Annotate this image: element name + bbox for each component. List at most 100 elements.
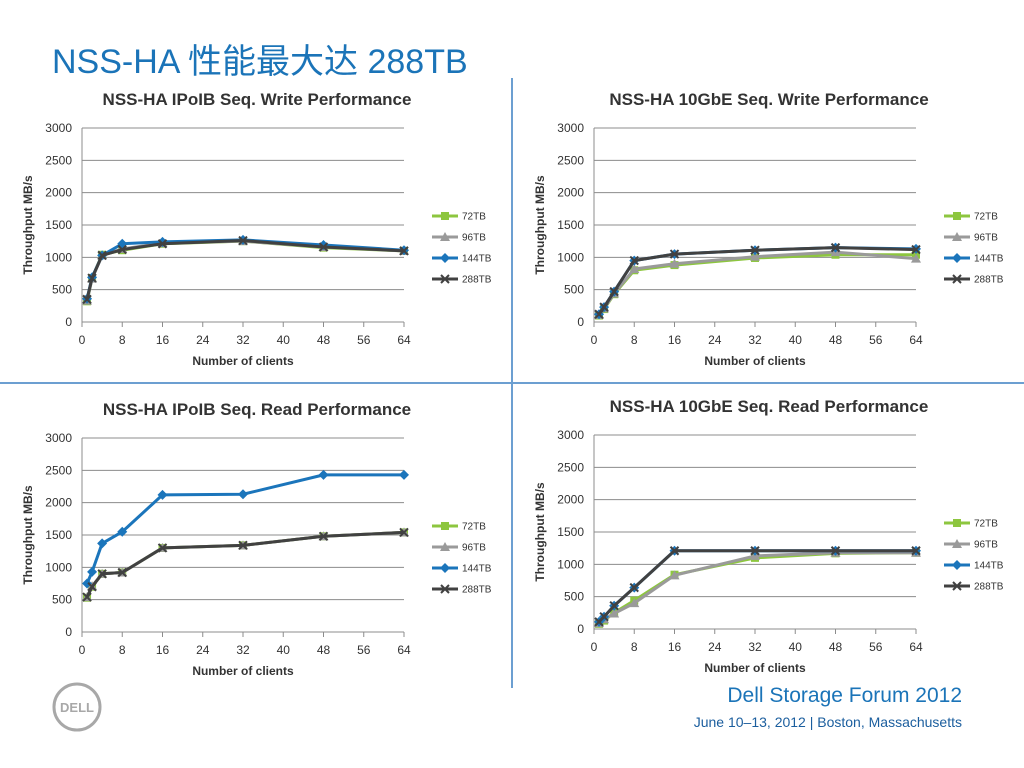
x-tick-label: 8 <box>631 640 638 654</box>
data-point <box>629 582 639 593</box>
series-144TB <box>82 469 409 589</box>
x-axis-label: Number of clients <box>704 354 806 368</box>
legend-marker <box>441 212 449 220</box>
legend-label: 72TB <box>462 522 486 533</box>
data-point <box>750 245 760 255</box>
x-tick-label: 8 <box>119 643 126 657</box>
y-tick-label: 2000 <box>45 186 72 200</box>
legend-label: 72TB <box>462 212 486 223</box>
legend-marker <box>440 253 450 263</box>
legend-item: 288TB <box>944 581 1004 593</box>
legend-marker <box>953 212 961 220</box>
x-tick-label: 32 <box>748 333 762 347</box>
x-tick-label: 24 <box>196 333 210 347</box>
y-tick-label: 0 <box>577 622 584 636</box>
legend-item: 72TB <box>944 519 998 530</box>
y-axis-label: Throughput MB/s <box>533 175 547 275</box>
data-point <box>87 273 97 283</box>
data-point <box>97 250 107 261</box>
data-point <box>97 569 107 579</box>
legend-label: 96TB <box>462 543 486 554</box>
data-point <box>911 244 921 255</box>
data-point <box>629 598 640 608</box>
data-point <box>87 566 98 577</box>
legend-item: 144TB <box>432 563 492 575</box>
chart-title: NSS-HA 10GbE Seq. Write Performance <box>609 90 928 109</box>
data-point <box>911 253 921 263</box>
legend-marker <box>440 584 450 594</box>
x-tick-label: 64 <box>909 640 923 654</box>
y-axis-label: Throughput MB/s <box>533 482 547 582</box>
legend-marker <box>952 560 962 570</box>
series-line <box>597 253 916 317</box>
x-tick-label: 0 <box>79 643 86 657</box>
data-point <box>238 489 248 500</box>
y-tick-label: 1000 <box>557 250 584 264</box>
dell-logo: DELL <box>52 682 102 737</box>
x-tick-label: 16 <box>668 640 682 654</box>
legend-marker <box>952 581 962 591</box>
legend-item: 96TB <box>944 539 998 551</box>
legend-label: 288TB <box>974 582 1004 593</box>
legend-item: 288TB <box>432 274 492 286</box>
data-point <box>117 244 127 255</box>
legend-item: 96TB <box>432 542 486 554</box>
y-tick-label: 3000 <box>45 121 72 135</box>
y-tick-label: 0 <box>65 625 72 639</box>
legend-marker <box>440 274 450 284</box>
y-tick-label: 3000 <box>45 431 72 445</box>
y-axis-label: Throughput MB/s <box>21 485 35 585</box>
series-72TB <box>595 250 920 320</box>
x-tick-label: 64 <box>397 643 411 657</box>
data-point <box>669 258 680 268</box>
x-tick-label: 64 <box>909 333 923 347</box>
chart-svg: NSS-HA IPoIB Seq. Read Performance 0 500 10… <box>21 400 492 678</box>
chart-panel-10gbe-read: NSS-HA 10GbE Seq. Read Performance 0 500 10… <box>512 387 1022 687</box>
chart-svg: NSS-HA 10GbE Seq. Write Performance 0 500 1… <box>533 90 1004 368</box>
chart-title: NSS-HA 10GbE Seq. Read Performance <box>610 397 929 416</box>
legend-label: 144TB <box>462 564 492 575</box>
data-point <box>911 546 921 556</box>
y-tick-label: 1000 <box>45 250 72 264</box>
legend-label: 96TB <box>462 233 486 244</box>
legend-label: 96TB <box>974 233 998 244</box>
legend-marker <box>440 542 450 551</box>
y-tick-label: 2500 <box>557 153 584 167</box>
data-point <box>669 546 680 556</box>
data-point <box>157 489 168 500</box>
y-tick-label: 1000 <box>45 560 72 574</box>
data-point <box>117 567 127 578</box>
y-tick-label: 1500 <box>45 218 72 232</box>
x-tick-label: 16 <box>668 333 682 347</box>
x-tick-label: 0 <box>591 333 598 347</box>
legend-label: 144TB <box>462 254 492 265</box>
legend-label: 72TB <box>974 212 998 223</box>
data-point <box>82 294 92 305</box>
data-point <box>669 249 680 259</box>
series-288TB <box>82 235 409 305</box>
data-point <box>117 526 128 537</box>
data-point <box>399 527 409 538</box>
legend-marker <box>952 539 962 548</box>
legend-marker <box>952 274 962 284</box>
x-tick-label: 8 <box>119 333 126 347</box>
y-tick-label: 500 <box>564 590 584 604</box>
legend-item: 72TB <box>432 522 486 533</box>
series-line <box>598 551 916 625</box>
legend-marker <box>953 519 961 527</box>
legend-item: 72TB <box>944 212 998 223</box>
slide-title: NSS-HA 性能最大达 288TB <box>52 43 468 81</box>
chart-svg: NSS-HA IPoIB Seq. Write Performance 0 500 1… <box>21 90 492 368</box>
legend-label: 288TB <box>974 275 1004 286</box>
legend-item: 144TB <box>944 560 1004 572</box>
chart-title: NSS-HA IPoIB Seq. Read Performance <box>103 400 411 419</box>
legend-label: 288TB <box>462 275 492 286</box>
x-tick-label: 32 <box>748 640 762 654</box>
x-tick-label: 56 <box>869 640 883 654</box>
y-axis-label: Throughput MB/s <box>21 175 35 275</box>
y-tick-label: 1500 <box>557 218 584 232</box>
data-point <box>318 469 329 480</box>
y-tick-label: 3000 <box>557 121 584 135</box>
x-tick-label: 8 <box>631 333 638 347</box>
data-point <box>599 302 609 312</box>
